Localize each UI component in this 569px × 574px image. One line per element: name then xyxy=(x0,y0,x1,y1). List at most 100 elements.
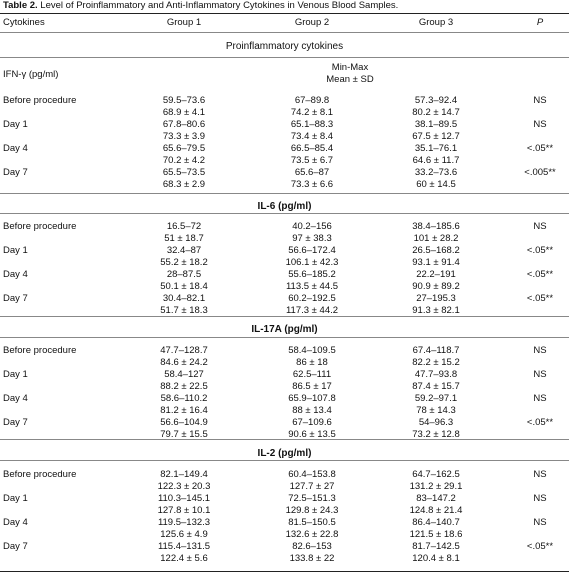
bottom-rule xyxy=(0,571,569,572)
sub-rule xyxy=(0,57,569,58)
section-title: IL-17A (pg/ml) xyxy=(251,324,318,335)
cell-p-value: <.05** xyxy=(526,541,554,552)
cell-g2-range: 60.4–153.8 xyxy=(288,469,336,480)
cell-p-value: NS xyxy=(533,95,547,106)
header-group3: Group 3 xyxy=(418,17,454,28)
cell-g2-range: 56.6–172.4 xyxy=(288,245,336,256)
cell-g1-mean: 81.2 ± 16.4 xyxy=(160,405,208,416)
cell-g2-mean: 117.3 ± 44.2 xyxy=(285,305,339,316)
cell-g1-mean: 50.1 ± 18.4 xyxy=(160,281,208,292)
cell-g1-mean: 122.4 ± 5.6 xyxy=(160,553,208,564)
section-rule xyxy=(0,460,569,461)
cell-g3-range: 26.5–168.2 xyxy=(412,245,460,256)
cell-g1-mean: 125.6 ± 4.9 xyxy=(160,529,208,540)
section-rule xyxy=(0,316,569,317)
cell-p-value: <.05** xyxy=(526,143,554,154)
cell-g1-range: 58.6–110.2 xyxy=(160,393,208,404)
cell-g1-mean: 51.7 ± 18.3 xyxy=(160,305,208,316)
cell-g2-range: 55.6–185.2 xyxy=(288,269,336,280)
cell-g3-mean: 121.5 ± 18.6 xyxy=(409,529,463,540)
cell-g1-mean: 73.3 ± 3.9 xyxy=(162,131,206,142)
section-rule xyxy=(0,213,569,214)
cell-g3-mean: 60 ± 14.5 xyxy=(416,179,456,190)
cell-g3-range: 27–195.3 xyxy=(416,293,456,304)
row-label: Day 1 xyxy=(3,245,28,256)
cell-g1-mean: 79.7 ± 15.5 xyxy=(160,429,208,440)
cell-p-value: NS xyxy=(533,469,547,480)
cell-g1-range: 28–87.5 xyxy=(166,269,202,280)
cell-g3-mean: 101 ± 28.2 xyxy=(413,233,459,244)
cell-g2-mean: 106.1 ± 42.3 xyxy=(285,257,339,268)
section-rule xyxy=(0,337,569,338)
cell-p-value: <.05** xyxy=(526,417,554,428)
cell-g1-mean: 68.3 ± 2.9 xyxy=(162,179,206,190)
cell-g1-mean: 88.2 ± 22.5 xyxy=(160,381,208,392)
cell-g2-mean: 73.5 ± 6.7 xyxy=(290,155,334,166)
proinflammatory-title: Proinflammatory cytokines xyxy=(225,41,344,52)
row-label: Before procedure xyxy=(3,95,77,106)
section-title: IL-6 (pg/ml) xyxy=(257,201,312,212)
cell-g3-range: 67.4–118.7 xyxy=(412,345,460,356)
cell-p-value: NS xyxy=(533,369,547,380)
cell-g3-range: 54–96.3 xyxy=(418,417,454,428)
cell-g3-range: 57.3–92.4 xyxy=(414,95,458,106)
header-p: P xyxy=(536,17,544,28)
cell-g1-mean: 122.3 ± 20.3 xyxy=(157,481,211,492)
cell-g1-mean: 51 ± 18.7 xyxy=(164,233,204,244)
cell-g1-range: 65.6–79.5 xyxy=(162,143,206,154)
cell-g2-mean: 113.5 ± 44.5 xyxy=(285,281,339,292)
ifn-label: IFN-γ (pg/ml) xyxy=(3,69,59,80)
cell-g3-range: 83–147.2 xyxy=(416,493,456,504)
cell-g2-mean: 88 ± 13.4 xyxy=(292,405,332,416)
row-label: Day 7 xyxy=(3,167,28,178)
row-label: Day 7 xyxy=(3,541,28,552)
cell-g1-range: 32.4–87 xyxy=(166,245,202,256)
cell-g2-mean: 86.5 ± 17 xyxy=(292,381,332,392)
section-rule xyxy=(0,193,569,194)
row-label: Day 4 xyxy=(3,393,28,404)
cell-g3-range: 81.7–142.5 xyxy=(412,541,460,552)
row-label: Day 7 xyxy=(3,293,28,304)
cell-g2-range: 58.4–109.5 xyxy=(288,345,336,356)
cell-g1-range: 59.5–73.6 xyxy=(162,95,206,106)
cell-g3-mean: 91.3 ± 82.1 xyxy=(412,305,460,316)
cell-g2-mean: 97 ± 38.3 xyxy=(292,233,332,244)
cell-g2-mean: 86 ± 18 xyxy=(296,357,328,368)
cell-g3-range: 35.1–76.1 xyxy=(414,143,458,154)
cell-g2-mean: 133.8 ± 22 xyxy=(289,553,335,564)
cell-g3-range: 38.1–89.5 xyxy=(414,119,458,130)
caption-label: Table 2. xyxy=(3,0,38,11)
cell-g3-mean: 67.5 ± 12.7 xyxy=(412,131,460,142)
header-group1: Group 1 xyxy=(166,17,202,28)
row-label: Day 1 xyxy=(3,369,28,380)
cell-g1-mean: 84.6 ± 24.2 xyxy=(160,357,208,368)
cell-p-value: <.05** xyxy=(526,293,554,304)
cell-g1-range: 47.7–128.7 xyxy=(160,345,208,356)
header-group2: Group 2 xyxy=(294,17,330,28)
cell-g2-mean: 90.6 ± 13.5 xyxy=(288,429,336,440)
section-rule xyxy=(0,439,569,440)
minmax-label: Min-Max xyxy=(331,62,369,73)
row-label: Day 4 xyxy=(3,143,28,154)
cell-p-value: NS xyxy=(533,393,547,404)
cell-p-value: NS xyxy=(533,517,547,528)
cell-g2-mean: 73.3 ± 6.6 xyxy=(290,179,334,190)
cell-g3-range: 33.2–73.6 xyxy=(414,167,458,178)
cell-g3-mean: 131.2 ± 29.1 xyxy=(409,481,463,492)
cell-p-value: NS xyxy=(533,221,547,232)
cell-g3-mean: 90.9 ± 89.2 xyxy=(412,281,460,292)
cell-g1-range: 58.4–127 xyxy=(164,369,204,380)
cell-g1-range: 56.6–104.9 xyxy=(160,417,208,428)
cell-g3-mean: 78 ± 14.3 xyxy=(416,405,456,416)
cell-g3-range: 64.7–162.5 xyxy=(412,469,460,480)
header-cytokines: Cytokines xyxy=(3,17,45,28)
cell-g2-mean: 73.4 ± 8.4 xyxy=(290,131,334,142)
meansd-label: Mean ± SD xyxy=(326,74,374,85)
row-label: Day 4 xyxy=(3,517,28,528)
header-rule xyxy=(0,32,569,33)
cell-g2-mean: 132.6 ± 22.8 xyxy=(285,529,339,540)
cell-g1-range: 110.3–145.1 xyxy=(157,493,211,504)
row-label: Day 7 xyxy=(3,417,28,428)
row-label: Day 1 xyxy=(3,493,28,504)
